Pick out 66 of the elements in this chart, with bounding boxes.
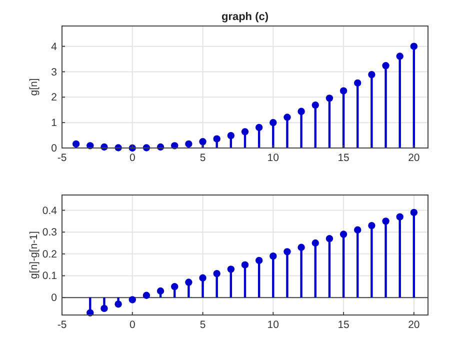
point xyxy=(270,252,277,260)
point xyxy=(199,274,206,282)
y-tick-label: 0 xyxy=(51,142,58,154)
point xyxy=(114,300,122,308)
point xyxy=(227,132,235,140)
point xyxy=(241,128,249,136)
x-tick-label: 0 xyxy=(129,152,136,164)
point xyxy=(213,270,220,278)
y-tick-label: 0 xyxy=(51,292,58,304)
point xyxy=(340,87,348,94)
x-tick-label: 20 xyxy=(408,319,420,331)
point xyxy=(312,101,319,109)
point xyxy=(72,140,80,148)
point xyxy=(128,296,136,304)
point xyxy=(298,244,305,251)
point xyxy=(284,248,291,256)
point xyxy=(255,124,263,132)
point xyxy=(382,62,390,70)
x-tick-label: 15 xyxy=(338,152,350,164)
point xyxy=(340,230,348,238)
point xyxy=(396,52,404,60)
point xyxy=(185,278,192,286)
point xyxy=(326,94,334,102)
point xyxy=(354,226,362,234)
y-tick-label: 3 xyxy=(51,66,58,78)
point xyxy=(241,261,249,268)
x-tick-label: -5 xyxy=(57,152,67,164)
x-tick-label: 0 xyxy=(129,319,136,331)
x-tick-label: 20 xyxy=(408,152,420,164)
y-tick-label: 0.2 xyxy=(42,248,58,260)
chart-title: graph (c) xyxy=(221,11,269,23)
point xyxy=(382,218,390,225)
point xyxy=(156,287,164,295)
x-tick-label: 15 xyxy=(338,319,350,331)
point xyxy=(199,138,206,146)
y-tick-label: 0.4 xyxy=(42,204,58,217)
point xyxy=(368,222,376,230)
point xyxy=(354,79,362,87)
point xyxy=(326,235,334,242)
point xyxy=(171,283,178,290)
point xyxy=(410,42,418,50)
point xyxy=(270,118,277,126)
y-tick-label: 0.1 xyxy=(42,270,58,282)
point xyxy=(142,292,150,299)
point xyxy=(227,266,235,273)
point xyxy=(213,135,220,142)
y-tick-label: 1 xyxy=(51,117,58,130)
y-tick-label: 2 xyxy=(51,92,58,104)
point xyxy=(185,140,192,148)
point xyxy=(100,304,108,312)
point xyxy=(410,208,418,216)
y-axis-title: g[n] xyxy=(28,78,40,96)
x-tick-label: -5 xyxy=(57,319,67,331)
x-tick-label: 5 xyxy=(200,152,206,164)
point xyxy=(298,108,305,115)
point xyxy=(284,114,291,121)
x-tick-label: 10 xyxy=(267,319,280,331)
y-tick-label: 0.3 xyxy=(42,226,58,239)
point xyxy=(396,213,404,220)
point xyxy=(312,239,319,247)
x-tick-label: 5 xyxy=(200,319,206,331)
point xyxy=(255,256,263,264)
point xyxy=(368,70,376,78)
x-tick-label: 10 xyxy=(267,152,280,164)
y-tick-label: 4 xyxy=(51,40,58,53)
y-axis-title: g[n]-g[n-1] xyxy=(28,230,40,279)
